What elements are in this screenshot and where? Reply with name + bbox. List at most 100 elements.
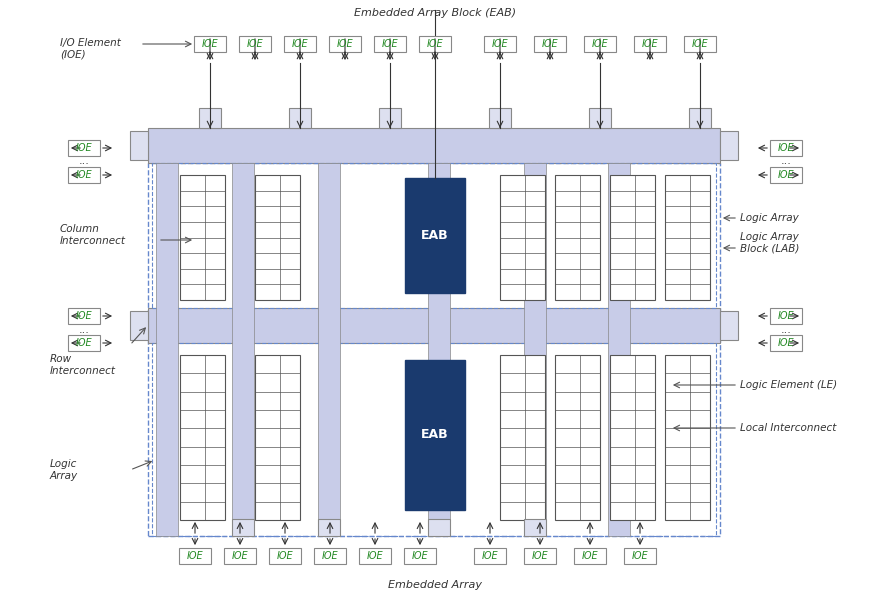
Bar: [523, 163, 546, 536]
Bar: [769, 308, 801, 324]
Text: Row
Interconnect: Row Interconnect: [50, 354, 116, 376]
Text: IOE: IOE: [76, 170, 92, 180]
Bar: [428, 519, 449, 536]
Bar: [328, 36, 361, 52]
Text: IOE: IOE: [202, 39, 218, 49]
Text: ...: ...: [78, 156, 90, 166]
Text: Logic
Array: Logic Array: [50, 459, 78, 481]
Text: Embedded Array Block (EAB): Embedded Array Block (EAB): [354, 8, 515, 18]
Bar: [574, 548, 606, 564]
Text: IOE: IOE: [231, 551, 248, 561]
Bar: [523, 519, 546, 536]
Text: ...: ...: [779, 156, 791, 166]
Bar: [623, 548, 655, 564]
Bar: [474, 548, 506, 564]
Bar: [554, 355, 600, 520]
Bar: [68, 335, 100, 351]
Text: IOE: IOE: [591, 39, 607, 49]
Bar: [152, 163, 715, 308]
Bar: [148, 308, 720, 343]
Text: IOE: IOE: [291, 39, 308, 49]
Bar: [534, 36, 566, 52]
Text: IOE: IOE: [777, 311, 793, 321]
Bar: [148, 163, 720, 536]
Text: EAB: EAB: [421, 429, 448, 442]
Bar: [634, 36, 666, 52]
Text: IOE: IOE: [426, 39, 443, 49]
Bar: [255, 175, 300, 300]
Bar: [199, 108, 221, 128]
Bar: [239, 36, 270, 52]
Text: Local Interconnect: Local Interconnect: [740, 423, 835, 433]
Bar: [68, 140, 100, 156]
Bar: [156, 163, 178, 536]
Text: IOE: IOE: [76, 338, 92, 348]
Text: IOE: IOE: [187, 551, 203, 561]
Bar: [255, 355, 300, 520]
Text: ...: ...: [78, 325, 90, 335]
Bar: [152, 343, 715, 536]
Text: IOE: IOE: [491, 39, 507, 49]
Text: IOE: IOE: [411, 551, 428, 561]
Bar: [720, 311, 737, 340]
Text: IOE: IOE: [322, 551, 338, 561]
Bar: [283, 36, 315, 52]
Bar: [609, 355, 654, 520]
Text: EAB: EAB: [421, 229, 448, 242]
Bar: [588, 108, 610, 128]
Bar: [488, 108, 510, 128]
Bar: [720, 131, 737, 160]
Bar: [583, 36, 615, 52]
Bar: [769, 167, 801, 183]
Text: IOE: IOE: [777, 338, 793, 348]
Text: IOE: IOE: [366, 551, 383, 561]
Bar: [318, 163, 340, 536]
Bar: [129, 311, 148, 340]
Bar: [664, 355, 709, 520]
Bar: [419, 36, 450, 52]
Bar: [683, 36, 715, 52]
Text: IOE: IOE: [76, 311, 92, 321]
Text: ...: ...: [779, 325, 791, 335]
Bar: [232, 163, 254, 536]
Text: IOE: IOE: [276, 551, 293, 561]
Bar: [374, 36, 406, 52]
Bar: [688, 108, 710, 128]
Bar: [269, 548, 301, 564]
Bar: [223, 548, 255, 564]
Bar: [769, 140, 801, 156]
Text: IOE: IOE: [541, 39, 558, 49]
Bar: [403, 548, 435, 564]
Bar: [664, 175, 709, 300]
Text: Logic Array: Logic Array: [740, 213, 798, 223]
Bar: [379, 108, 401, 128]
Bar: [289, 108, 310, 128]
Text: Logic Element (LE): Logic Element (LE): [740, 380, 836, 390]
Bar: [500, 355, 544, 520]
Bar: [180, 175, 225, 300]
Text: Column
Interconnect: Column Interconnect: [60, 224, 126, 246]
Bar: [428, 163, 449, 536]
Bar: [523, 548, 555, 564]
Text: I/O Element
(IOE): I/O Element (IOE): [60, 38, 121, 60]
Bar: [68, 308, 100, 324]
Text: IOE: IOE: [641, 39, 658, 49]
Bar: [180, 355, 225, 520]
Bar: [359, 548, 390, 564]
Bar: [314, 548, 346, 564]
Bar: [607, 163, 629, 536]
Text: IOE: IOE: [76, 143, 92, 153]
Text: IOE: IOE: [631, 551, 647, 561]
Bar: [609, 175, 654, 300]
Bar: [483, 36, 515, 52]
Bar: [318, 519, 340, 536]
Text: IOE: IOE: [336, 39, 353, 49]
Bar: [554, 175, 600, 300]
Text: Embedded Array: Embedded Array: [388, 580, 481, 590]
Text: IOE: IOE: [531, 551, 547, 561]
Bar: [148, 128, 720, 163]
Text: IOE: IOE: [481, 551, 498, 561]
Bar: [129, 131, 148, 160]
Bar: [405, 178, 464, 293]
Text: IOE: IOE: [581, 551, 598, 561]
